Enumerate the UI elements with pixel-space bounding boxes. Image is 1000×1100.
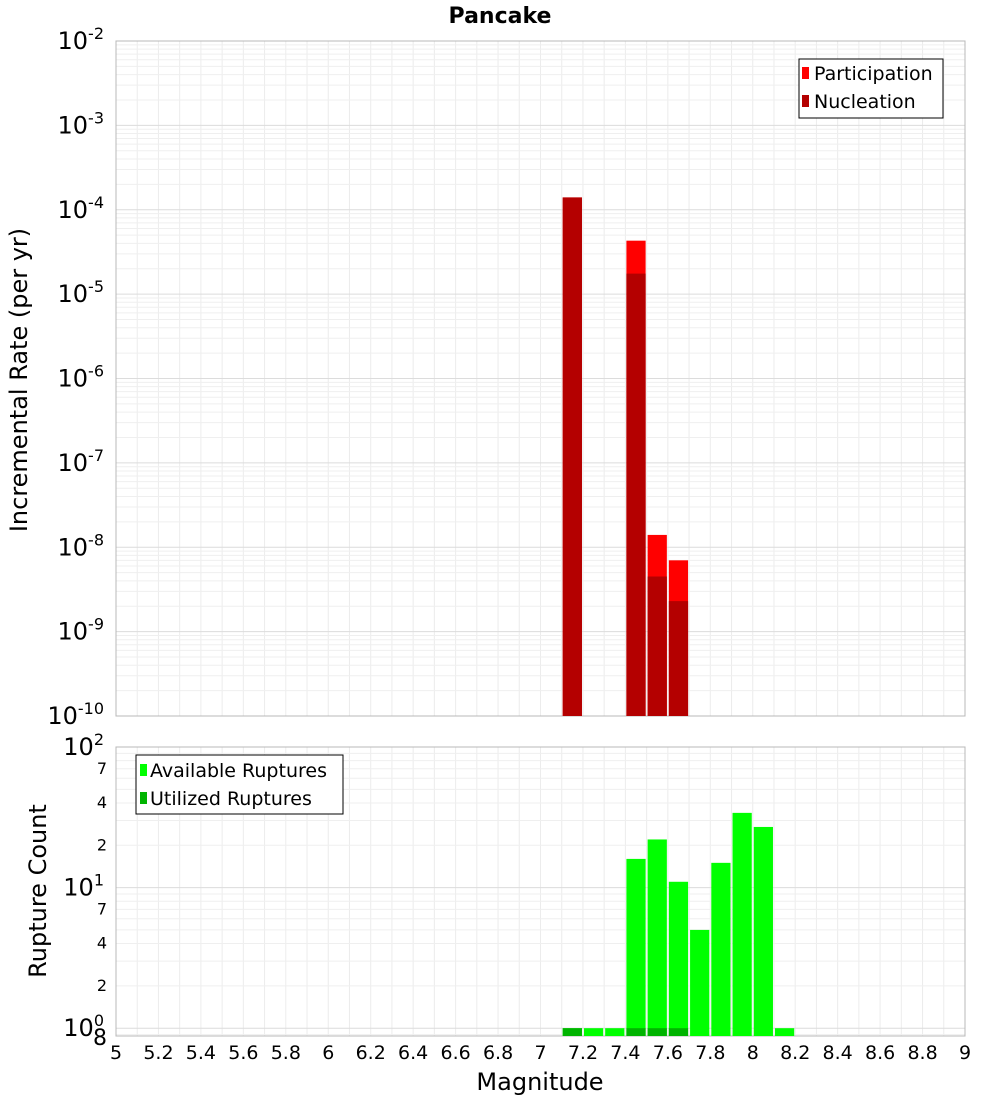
x-tick-label: 8.8 bbox=[907, 1042, 937, 1064]
top-plot-area bbox=[115, 40, 966, 717]
x-tick-label: 9 bbox=[959, 1042, 971, 1064]
x-tick-label: 8 bbox=[747, 1042, 759, 1064]
bottom-plot-area bbox=[115, 746, 966, 1037]
legend-swatch-available bbox=[140, 764, 147, 776]
legend-label-utilized: Utilized Ruptures bbox=[150, 788, 312, 810]
top-y-tick-label: 10-5 bbox=[58, 277, 105, 308]
nucleation-bar bbox=[668, 601, 689, 716]
x-tick-label: 7.2 bbox=[568, 1042, 598, 1064]
x-tick-label: 8.4 bbox=[823, 1042, 853, 1064]
available-ruptures-bar bbox=[605, 1028, 625, 1036]
top-legend: Participation Nucleation bbox=[798, 58, 944, 119]
x-axis-label: Magnitude bbox=[476, 1068, 603, 1096]
available-ruptures-bar bbox=[668, 881, 689, 1036]
top-y-tick-label: 10-6 bbox=[58, 362, 105, 393]
x-tick-label: 6 bbox=[322, 1042, 334, 1064]
top-y-tick-label: 10-3 bbox=[58, 108, 105, 139]
bottom-y-tick-label: 7 bbox=[97, 759, 107, 778]
available-ruptures-bar bbox=[732, 812, 752, 1036]
legend-swatch-nucleation bbox=[802, 95, 809, 107]
x-tick-label: 8.2 bbox=[780, 1042, 810, 1064]
top-legend-box bbox=[798, 58, 944, 119]
legend-swatch-participation bbox=[802, 67, 809, 79]
legend-label-available: Available Ruptures bbox=[150, 760, 327, 782]
available-ruptures-bar bbox=[647, 839, 667, 1036]
bottom-y-tick-label: 2 bbox=[97, 835, 107, 854]
x-tick-label: 5 bbox=[110, 1042, 122, 1064]
bottom-y-tick-label: 102 bbox=[63, 730, 104, 761]
utilized-ruptures-bar bbox=[562, 1028, 582, 1036]
x-tick-labels: 5 5.2 5.4 5.6 5.8 6 6.2 6.4 6.6 6.8 7 7.2 7.4 7.6 7.8 8… bbox=[110, 1042, 971, 1064]
available-ruptures-bar bbox=[583, 1028, 604, 1036]
available-ruptures-bar bbox=[711, 862, 731, 1036]
x-tick-label: 6.4 bbox=[398, 1042, 428, 1064]
top-y-tick-label: 10-10 bbox=[47, 699, 104, 730]
utilized-ruptures-bar bbox=[647, 1028, 667, 1036]
available-ruptures-bar bbox=[626, 858, 646, 1036]
top-y-tick-labels: 10-2 10-3 10-4 10-5 10-6 10-7 10-8 10-9 10-10 bbox=[47, 24, 104, 730]
x-tick-label: 7.4 bbox=[610, 1042, 640, 1064]
x-tick-label: 5.4 bbox=[186, 1042, 216, 1064]
available-ruptures-bar bbox=[774, 1028, 795, 1036]
bottom-y-tick-label: 101 bbox=[63, 871, 104, 902]
top-y-tick-label: 10-4 bbox=[58, 193, 105, 224]
x-tick-label: 6.8 bbox=[483, 1042, 513, 1064]
bottom-y-tick-label: 7 bbox=[97, 899, 107, 918]
nucleation-bar bbox=[647, 576, 667, 716]
x-tick-label: 5.8 bbox=[271, 1042, 301, 1064]
x-tick-label: 7.6 bbox=[653, 1042, 683, 1064]
legend-label-nucleation: Nucleation bbox=[814, 91, 916, 113]
bottom-y-tick-label: 4 bbox=[97, 793, 107, 812]
top-y-axis-label: Incremental Rate (per yr) bbox=[5, 228, 33, 532]
bottom-y-tick-label: 100 bbox=[63, 1011, 104, 1042]
top-y-tick-label: 10-7 bbox=[58, 446, 105, 477]
legend-label-participation: Participation bbox=[814, 63, 933, 85]
bottom-y-tick-label: 8 bbox=[93, 1026, 107, 1051]
bottom-legend: Available Ruptures Utilized Ruptures bbox=[135, 754, 344, 815]
bottom-bars bbox=[562, 812, 795, 1036]
utilized-ruptures-bar bbox=[668, 1028, 689, 1036]
x-tick-label: 5.6 bbox=[228, 1042, 258, 1064]
x-tick-label: 5.2 bbox=[143, 1042, 173, 1064]
x-tick-label: 7.8 bbox=[695, 1042, 725, 1064]
chart-title: Pancake bbox=[449, 4, 552, 29]
legend-swatch-utilized bbox=[140, 792, 147, 804]
top-gridlines bbox=[115, 41, 966, 717]
x-tick-label: 6.6 bbox=[440, 1042, 470, 1064]
top-y-tick-label: 10-8 bbox=[58, 530, 105, 561]
available-ruptures-bar bbox=[753, 826, 773, 1036]
x-tick-label: 7 bbox=[534, 1042, 546, 1064]
x-tick-label: 6.2 bbox=[356, 1042, 386, 1064]
bottom-y-tick-label: 4 bbox=[97, 934, 107, 953]
top-bars bbox=[562, 197, 689, 717]
top-y-tick-label: 10-9 bbox=[58, 615, 105, 646]
available-ruptures-bar bbox=[690, 929, 710, 1036]
bottom-legend-box bbox=[135, 754, 344, 815]
top-y-tick-label: 10-2 bbox=[58, 24, 105, 55]
nucleation-bar bbox=[562, 197, 582, 717]
bottom-y-tick-label: 2 bbox=[97, 976, 107, 995]
x-tick-label: 8.6 bbox=[865, 1042, 895, 1064]
bottom-y-axis-label: Rupture Count bbox=[24, 804, 52, 978]
nucleation-bar bbox=[626, 273, 646, 716]
utilized-ruptures-bar bbox=[626, 1028, 646, 1036]
